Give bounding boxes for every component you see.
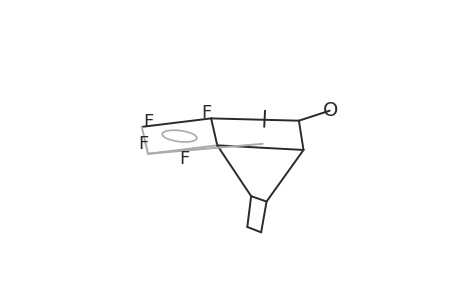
Text: F: F: [179, 150, 189, 168]
Text: F: F: [201, 104, 211, 122]
Text: F: F: [138, 135, 148, 153]
Text: F: F: [143, 113, 153, 131]
Text: O: O: [322, 101, 337, 120]
